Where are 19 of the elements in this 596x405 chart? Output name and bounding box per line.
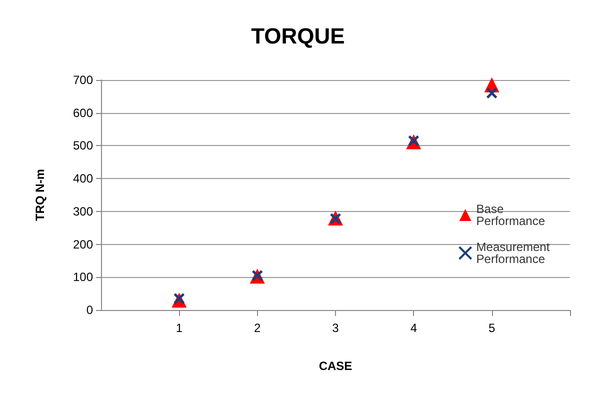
y-tick-label: 500 [72, 138, 94, 153]
y-tick-label: 300 [72, 204, 94, 218]
point [486, 87, 498, 99]
y-axis-title: TRQ N-m [33, 169, 47, 221]
x-tick-label: 4 [410, 321, 418, 335]
x-axis-title: CASE [318, 359, 352, 373]
x-tick-label: 3 [332, 321, 340, 335]
y-tick-label: 100 [72, 270, 94, 284]
legend-label: Base Performance [476, 202, 546, 228]
x-tick-label: 2 [254, 321, 261, 335]
y-tick-label: 700 [72, 73, 94, 87]
y-tick-label: 400 [72, 172, 94, 186]
y-tick-label: 0 [86, 303, 94, 317]
y-tick-label: 600 [72, 106, 94, 120]
y-tick-label: 200 [72, 237, 94, 252]
legend-label: Measurement Performance [476, 240, 554, 266]
x-tick-label: 1 [176, 321, 183, 335]
x-tick-label: 5 [488, 321, 496, 335]
chart-title: TORQUE [251, 24, 345, 48]
